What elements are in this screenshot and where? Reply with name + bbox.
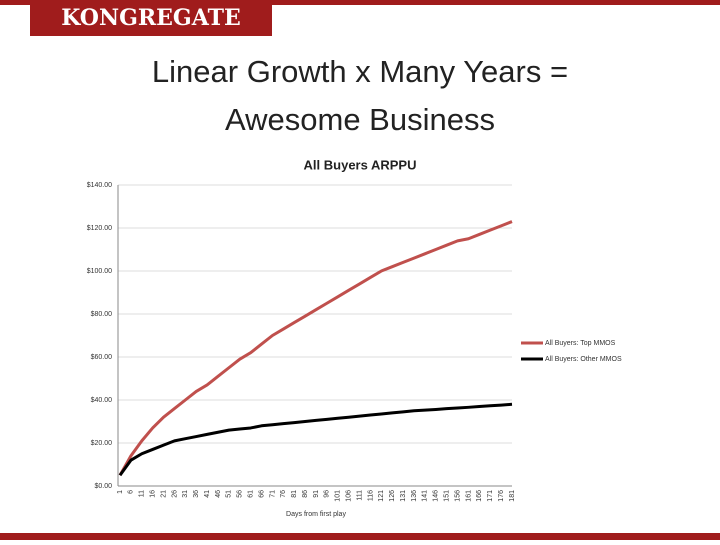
x-tick-label: 46 bbox=[215, 490, 222, 498]
x-tick-label: 51 bbox=[226, 490, 233, 498]
x-tick-label: 76 bbox=[280, 490, 287, 498]
legend-label: All Buyers: Other MMOS bbox=[545, 356, 622, 363]
x-tick-label: 156 bbox=[454, 490, 461, 502]
x-tick-label: 26 bbox=[171, 490, 178, 498]
x-tick-label: 116 bbox=[367, 490, 374, 501]
series-line bbox=[118, 402, 513, 477]
x-tick-label: 21 bbox=[160, 490, 167, 498]
x-tick-label: 126 bbox=[389, 490, 396, 502]
x-tick-label: 136 bbox=[411, 490, 418, 502]
y-tick-label: $0.00 bbox=[94, 483, 112, 490]
y-tick-label: $80.00 bbox=[91, 311, 113, 318]
x-tick-label: 176 bbox=[498, 490, 505, 502]
x-tick-label: 166 bbox=[476, 490, 483, 502]
series-line bbox=[118, 220, 513, 476]
legend-label: All Buyers: Top MMOS bbox=[545, 340, 616, 347]
y-tick-label: $20.00 bbox=[91, 440, 113, 447]
x-tick-label: 151 bbox=[444, 490, 451, 502]
x-tick-label: 61 bbox=[248, 490, 255, 498]
x-tick-label: 96 bbox=[324, 490, 331, 498]
x-tick-label: 41 bbox=[204, 490, 211, 498]
slide-title: Linear Growth x Many Years = bbox=[152, 54, 568, 89]
y-tick-label: $40.00 bbox=[91, 397, 113, 404]
x-tick-label: 146 bbox=[433, 490, 440, 502]
x-tick-label: 31 bbox=[182, 490, 189, 498]
x-tick-label: 6 bbox=[128, 490, 135, 494]
x-tick-label: 111 bbox=[356, 490, 363, 501]
bottom-bar bbox=[0, 533, 720, 540]
x-tick-label: 56 bbox=[237, 490, 244, 498]
x-tick-label: 181 bbox=[509, 490, 516, 502]
x-tick-label: 81 bbox=[291, 490, 298, 498]
slide-title: Awesome Business bbox=[225, 102, 495, 137]
y-tick-label: $120.00 bbox=[87, 225, 112, 232]
x-tick-label: 16 bbox=[150, 490, 157, 498]
y-tick-label: $100.00 bbox=[87, 268, 112, 275]
x-tick-label: 141 bbox=[422, 490, 429, 502]
x-tick-label: 36 bbox=[193, 490, 200, 498]
y-tick-label: $60.00 bbox=[91, 354, 113, 361]
x-tick-label: 11 bbox=[139, 490, 146, 497]
x-tick-label: 66 bbox=[258, 490, 265, 498]
x-axis-label: Days from first play bbox=[286, 511, 346, 518]
x-tick-label: 171 bbox=[487, 490, 494, 502]
y-tick-label: $140.00 bbox=[87, 182, 112, 189]
x-tick-label: 106 bbox=[346, 490, 353, 502]
x-tick-label: 101 bbox=[335, 490, 342, 502]
logo-box bbox=[30, 0, 272, 36]
x-tick-label: 1 bbox=[117, 490, 124, 494]
x-tick-label: 161 bbox=[465, 490, 472, 502]
chart-title: All Buyers ARPPU bbox=[304, 157, 417, 172]
x-tick-label: 131 bbox=[400, 490, 407, 502]
top-bar bbox=[0, 0, 720, 5]
logo: KONGREGATE bbox=[61, 5, 240, 31]
x-tick-label: 91 bbox=[313, 490, 320, 498]
x-tick-label: 121 bbox=[378, 490, 385, 502]
x-tick-label: 86 bbox=[302, 490, 309, 498]
x-tick-label: 71 bbox=[269, 490, 276, 498]
